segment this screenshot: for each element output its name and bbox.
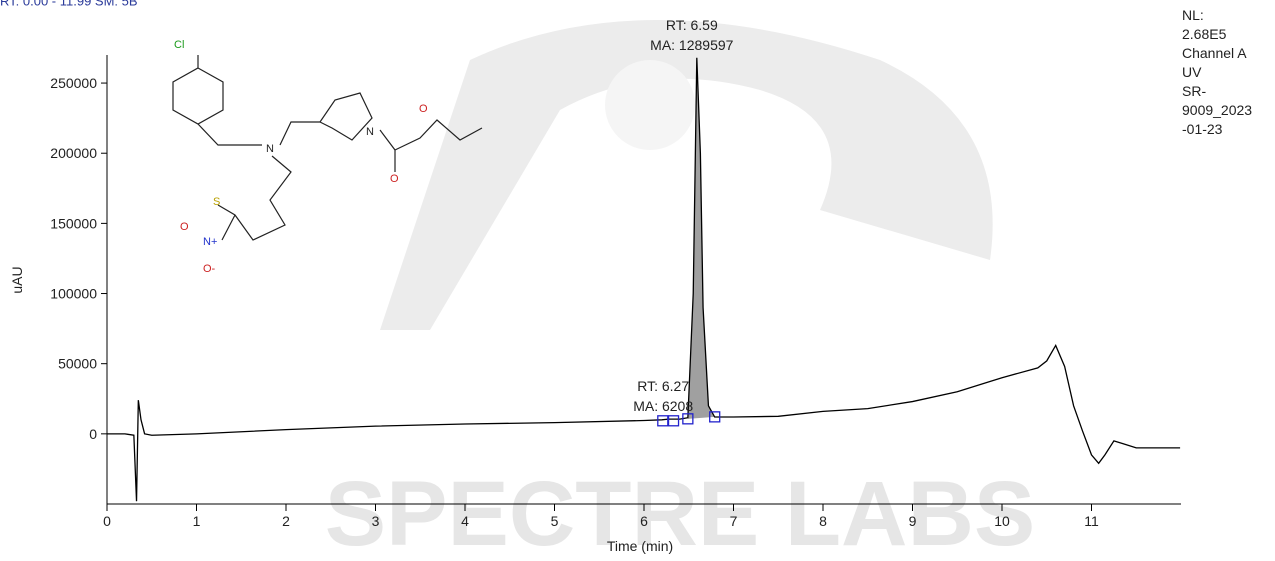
atom: O [390,173,399,185]
atom: N [366,126,374,138]
peak-label: RT: 6.27 [637,378,689,394]
y-tick-label: 50000 [58,356,97,372]
peak-marker [657,415,669,427]
side-info: 2.68E5 [1182,26,1227,42]
atom: N+ [203,236,217,248]
x-axis-label: Time (min) [607,538,673,554]
peak-marker [682,413,694,425]
x-tick-label: 7 [730,513,738,529]
y-tick-label: 200000 [50,145,97,161]
x-tick-label: 8 [819,513,827,529]
side-info: UV [1182,64,1202,80]
x-tick-label: 11 [1084,513,1099,529]
atom: S [213,196,220,208]
x-tick-label: 0 [103,513,111,529]
watermark-logo [380,20,993,330]
logo-shape [380,20,993,330]
header: RT: 0.00 - 11.99 SM: 5B [0,0,138,8]
side-info: Channel A [1182,45,1247,61]
side-info: SR- [1182,83,1206,99]
atom: N [266,143,274,155]
side-info: 9009_2023 [1182,102,1252,118]
peak-label: MA: 1289597 [650,37,733,53]
logo-hole [605,60,695,150]
x-tick-label: 10 [994,513,1010,529]
peak-label: MA: 6208 [633,398,693,414]
atom: O [419,103,428,115]
structure-atoms: Cl N N O O S O N+ O- [174,39,428,275]
structure-bonds [172,55,483,241]
side-info: NL: [1182,7,1204,23]
side-info: -01-23 [1182,121,1223,137]
x-tick-label: 1 [193,513,201,529]
watermark: SPECTRE LABS [325,463,1036,561]
atom: Cl [174,39,184,51]
y-tick-label: 150000 [50,215,97,231]
x-tick-label: 2 [282,513,290,529]
x-tick-label: 9 [909,513,917,529]
trace-line [107,57,1181,502]
x-tick-label: 5 [551,513,559,529]
x-tick-label: 3 [372,513,380,529]
peak-label: RT: 6.59 [666,17,718,33]
x-tick-label: 6 [640,513,648,529]
peak-marker [667,415,680,427]
atom: O [180,221,189,233]
structure [172,55,483,241]
y-tick-label: 100000 [50,286,97,302]
atom: O- [203,263,216,275]
y-tick-label: 250000 [50,75,97,91]
y-axis-label: uAU [9,266,25,293]
peak-marker [709,411,721,423]
y-tick-label: 0 [89,426,97,442]
x-tick-label: 4 [461,513,469,529]
